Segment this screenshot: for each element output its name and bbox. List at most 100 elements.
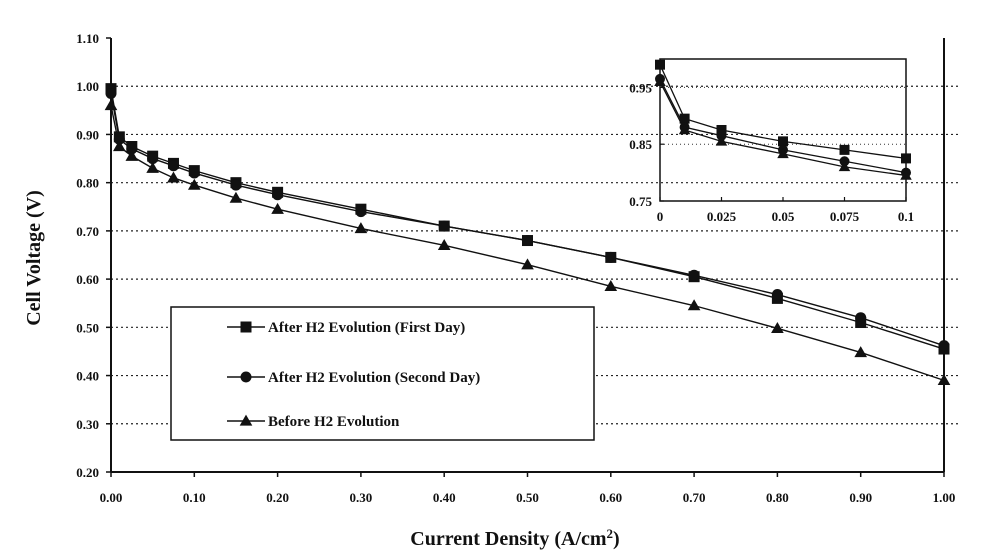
inset-data-point-triangle-1 [678,124,691,135]
x-tick-label-0.10: 0.10 [183,490,206,505]
y-tick-label-1.10: 1.10 [76,31,99,46]
inset-data-point-triangle-4 [838,161,851,172]
data-point-triangle-14 [854,346,868,358]
x-tick-label-0.70: 0.70 [683,490,706,505]
series-circle [105,87,950,352]
inset-data-point-square-3 [778,136,788,147]
data-point-circle-13 [771,289,783,301]
inset-x-tick-label-0: 0 [657,209,664,224]
y-tick-label-0.60: 0.60 [76,272,99,287]
inset-y-tick-label-0.85: 0.85 [629,137,652,152]
y-tick-label-0.90: 0.90 [76,127,99,142]
inset-data-point-square-4 [839,144,850,155]
x-tick-label-0.50: 0.50 [516,490,539,505]
inset-chart: 0 0.025 0.05 0.075 0.1 0.75 0.85 0.95 [629,58,914,224]
inset-series-square [655,59,911,164]
series-line-circle [110,93,945,347]
legend-entry-square: After H2 Evolution (First Day) [227,320,465,336]
inset-data-point-square-5 [901,153,911,164]
y-tick-label-0.40: 0.40 [76,369,99,384]
inset-data-point-square-2 [716,125,727,135]
data-point-circle-4 [167,160,179,172]
inset-data-point-square-0 [655,59,665,70]
x-tick-label-1.00: 1.00 [933,490,956,505]
inset-x-tick-label-0.025: 0.025 [707,209,737,224]
y-tick-label-1.00: 1.00 [76,79,99,94]
data-point-triangle-0 [104,99,118,111]
series-line-square [110,88,945,350]
legend-label-circle: After H2 Evolution (Second Day) [268,370,480,386]
inset-series-triangle [654,75,912,180]
y-tick-label-0.50: 0.50 [76,320,99,335]
data-point-triangle-6 [229,191,243,203]
data-point-triangle-13 [771,321,784,333]
data-point-triangle-1 [113,140,126,152]
y-tick-label-0.70: 0.70 [76,224,99,239]
inset-y-tick-labels: 0.75 0.85 0.95 [629,80,652,209]
y-axis-title: Cell Voltage (V) [23,190,45,326]
data-point-triangle-12 [687,299,701,311]
legend-entry-triangle: Before H2 Evolution [227,414,400,430]
data-point-triangle-3 [146,161,159,173]
x-tick-label-0.20: 0.20 [266,490,289,505]
data-point-circle-6 [230,179,242,191]
data-point-circle-3 [147,153,159,165]
inset-y-tick-label-0.75: 0.75 [629,194,652,209]
legend-label-square: After H2 Evolution (First Day) [268,320,465,336]
x-tick-label-0.40: 0.40 [433,490,456,505]
data-point-triangle-8 [354,222,368,234]
data-point-circle-15 [938,340,950,352]
series-triangle [104,99,951,386]
inset-x-tick-label-0.075: 0.075 [830,209,860,224]
x-tick-label-0.30: 0.30 [350,490,373,505]
data-point-triangle-7 [271,202,284,214]
legend-label-triangle: Before H2 Evolution [268,414,400,430]
inset-data-point-triangle-2 [715,135,728,146]
data-point-triangle-11 [604,280,618,292]
inset-data-point-triangle-3 [777,148,789,159]
y-tick-label-0.80: 0.80 [76,176,99,191]
inset-x-tick-label-0.05: 0.05 [772,209,795,224]
inset-y-tick-label-0.95: 0.95 [629,80,652,95]
data-point-triangle-15 [937,374,951,386]
y-tick-label-0.20: 0.20 [76,465,99,480]
legend-entry-circle: After H2 Evolution (Second Day) [227,370,480,386]
inset-series [654,59,912,180]
data-point-triangle-2 [125,149,139,161]
inset-x-tick-labels: 0 0.025 0.05 0.075 0.1 [657,209,914,224]
data-point-circle-7 [272,189,284,201]
inset-series-circle [655,73,911,178]
inset-data-point-square-1 [679,113,690,124]
x-tick-label-0.90: 0.90 [849,490,872,505]
data-point-triangle-4 [167,171,180,183]
inset-series-line-square [659,64,907,160]
x-tick-label-0.60: 0.60 [599,490,622,505]
legend: After H2 Evolution (First Day) After H2 E… [170,306,595,441]
data-point-circle-9 [438,220,450,232]
data-point-circle-2 [126,143,138,155]
data-point-circle-10 [522,235,533,247]
x-tick-label-0.80: 0.80 [766,490,789,505]
data-point-circle-1 [113,133,125,145]
data-point-triangle-10 [521,258,534,270]
inset-x-tick-label-0.1: 0.1 [898,209,914,224]
data-point-triangle-9 [437,239,451,251]
series-line-triangle [110,105,945,382]
data-point-circle-8 [355,206,367,218]
inset-series-line-circle [659,78,907,174]
main-axes [106,37,945,477]
data-point-circle-14 [855,312,867,324]
data-point-triangle-5 [187,178,201,190]
inset-data-point-triangle-5 [900,169,912,180]
x-tick-labels: 0.00 0.10 0.20 0.30 0.40 0.50 0.60 0.70 0.80 0.90… [100,490,956,505]
data-point-circle-0 [105,87,117,99]
inset-series-line-triangle [659,81,907,177]
x-tick-label-0.00: 0.00 [100,490,123,505]
x-axis-title-superscript: 2 [607,526,614,541]
main-series [104,83,951,386]
legend-marker-square [240,321,252,333]
y-tick-labels: 0.20 0.30 0.40 0.50 0.60 0.70 0.80 0.90 1.00 1.10 [76,31,99,480]
y-tick-label-0.30: 0.30 [76,417,99,432]
x-axis-title: Current Density (A/cm2) [410,526,619,551]
